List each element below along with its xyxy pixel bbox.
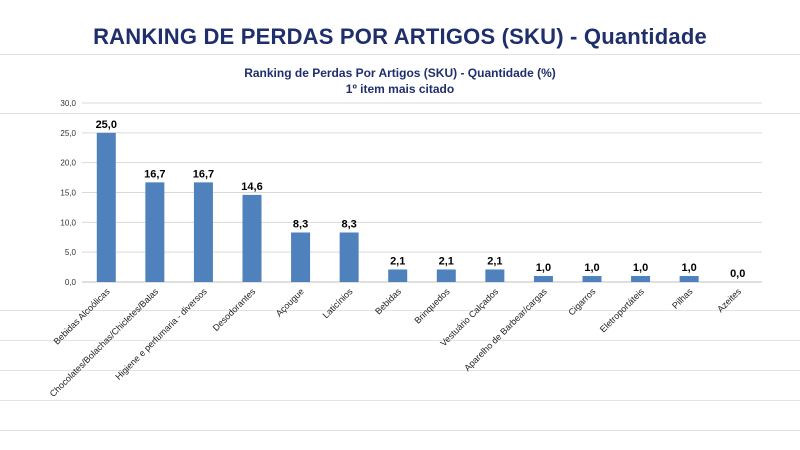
bar bbox=[339, 232, 359, 282]
bar bbox=[145, 182, 165, 282]
y-tick-label: 25,0 bbox=[60, 129, 76, 138]
data-label: 1,0 bbox=[681, 262, 696, 274]
data-label: 8,3 bbox=[293, 218, 308, 230]
x-tick-label: Brinquedos bbox=[412, 286, 452, 326]
bar bbox=[679, 276, 699, 282]
y-tick-label: 0,0 bbox=[65, 278, 77, 287]
background-rule bbox=[0, 430, 800, 431]
bar bbox=[388, 269, 408, 282]
x-tick-label: Chocolates/Bolachas/Chicletes/Balas bbox=[48, 286, 161, 399]
y-tick-label: 15,0 bbox=[60, 189, 76, 198]
page-title: RANKING DE PERDAS POR ARTIGOS (SKU) - Qu… bbox=[93, 24, 707, 49]
data-label: 8,3 bbox=[341, 218, 356, 230]
x-tick-label: Cigarros bbox=[566, 286, 597, 317]
y-tick-label: 10,0 bbox=[60, 218, 76, 227]
background-rule bbox=[0, 113, 800, 114]
bar bbox=[485, 269, 505, 282]
bar bbox=[242, 194, 262, 282]
chart-title: Ranking de Perdas Por Artigos (SKU) - Qu… bbox=[244, 66, 556, 80]
y-tick-label: 20,0 bbox=[60, 159, 76, 168]
x-tick-label: Azeites bbox=[715, 286, 743, 314]
data-label: 2,1 bbox=[439, 255, 454, 267]
data-label: 16,7 bbox=[144, 168, 165, 180]
data-label: 1,0 bbox=[536, 262, 551, 274]
data-label: 2,1 bbox=[487, 255, 502, 267]
background-rule bbox=[0, 340, 800, 341]
x-tick-label: Laticínios bbox=[321, 286, 355, 320]
bar bbox=[436, 269, 456, 282]
x-tick-label: Higiene e perfumaria - diversos bbox=[113, 286, 209, 382]
y-tick-label: 30,0 bbox=[60, 99, 76, 108]
bar bbox=[193, 182, 213, 282]
bar bbox=[291, 232, 311, 282]
bar bbox=[582, 276, 602, 282]
data-label: 1,0 bbox=[584, 262, 599, 274]
x-tick-label: Desodorantes bbox=[211, 286, 258, 333]
background-rule bbox=[0, 370, 800, 371]
background-rule bbox=[0, 310, 800, 311]
data-label: 14,6 bbox=[241, 181, 262, 193]
chart-subtitle: 1º item mais citado bbox=[345, 82, 455, 96]
data-label: 25,0 bbox=[96, 119, 117, 131]
x-tick-label: Eletroportáteis bbox=[598, 286, 646, 334]
y-tick-label: 5,0 bbox=[65, 248, 77, 257]
background-rule bbox=[0, 54, 800, 55]
data-label: 16,7 bbox=[193, 168, 214, 180]
bar bbox=[96, 132, 116, 282]
bar bbox=[631, 276, 651, 282]
x-tick-label: Pilhas bbox=[670, 286, 695, 311]
data-label: 0,0 bbox=[730, 268, 745, 280]
x-tick-label: Açougue bbox=[274, 286, 306, 318]
data-label: 1,0 bbox=[633, 262, 648, 274]
bar bbox=[533, 276, 553, 282]
x-tick-label: Bebidas bbox=[373, 286, 403, 316]
background-rule bbox=[0, 400, 800, 401]
data-label: 2,1 bbox=[390, 255, 405, 267]
x-tick-label: Aparelho de Barbear/cargas bbox=[462, 286, 549, 373]
